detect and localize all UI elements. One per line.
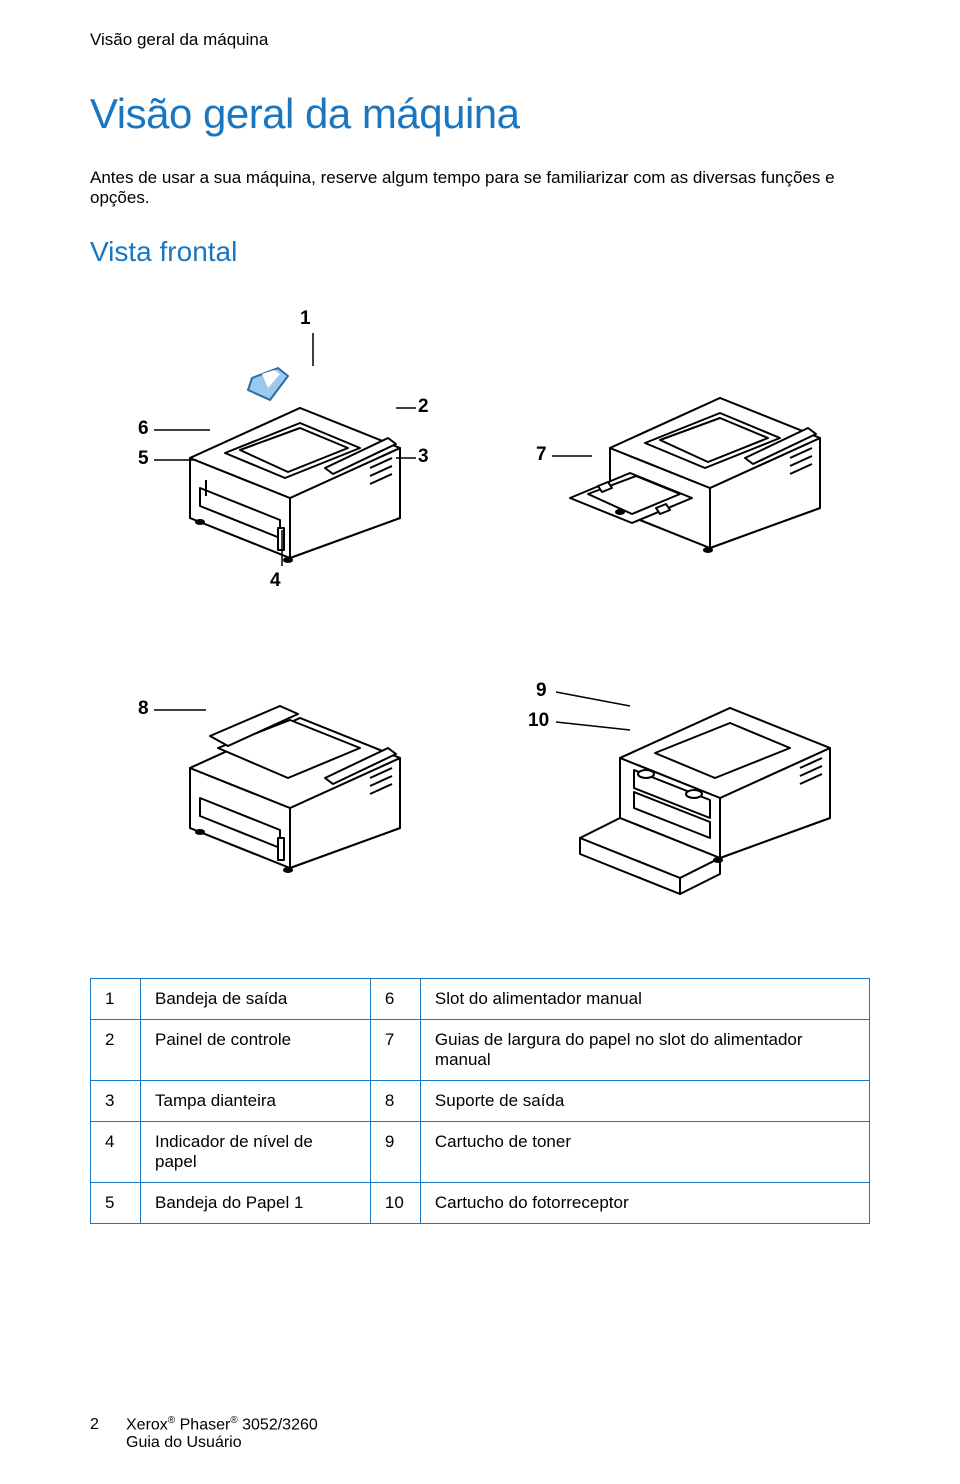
callout-8: 8 <box>138 698 149 720</box>
part-description: Suporte de saída <box>420 1081 869 1122</box>
part-description: Bandeja de saída <box>141 979 371 1020</box>
callout-6: 6 <box>138 418 149 440</box>
reg-mark-2: ® <box>230 1415 237 1426</box>
part-number: 1 <box>91 979 141 1020</box>
section-subtitle: Vista frontal <box>90 236 870 268</box>
footer-model: 3052/3260 <box>238 1416 318 1433</box>
intro-paragraph: Antes de usar a sua máquina, reserve alg… <box>90 168 870 208</box>
callout-5: 5 <box>138 448 149 470</box>
part-description: Painel de controle <box>141 1020 371 1081</box>
part-number: 5 <box>91 1183 141 1224</box>
part-number: 4 <box>91 1122 141 1183</box>
footer-doc: Guia do Usuário <box>126 1434 318 1452</box>
footer-product: Xerox <box>126 1416 168 1433</box>
callout-7: 7 <box>536 444 547 466</box>
part-number: 10 <box>370 1183 420 1224</box>
callout-3: 3 <box>418 446 429 468</box>
part-description: Tampa dianteira <box>141 1081 371 1122</box>
part-number: 3 <box>91 1081 141 1122</box>
callout-10: 10 <box>528 710 549 732</box>
part-number: 2 <box>91 1020 141 1081</box>
callout-4: 4 <box>270 570 281 592</box>
table-row: 1Bandeja de saída6Slot do alimentador ma… <box>91 979 870 1020</box>
footer-series: Phaser <box>175 1416 230 1433</box>
part-description: Cartucho de toner <box>420 1122 869 1183</box>
part-number: 6 <box>370 979 420 1020</box>
page-footer: 2Xerox® Phaser® 3052/3260 Guia do Usuári… <box>90 1415 318 1452</box>
part-description: Indicador de nível de papel <box>141 1122 371 1183</box>
part-description: Slot do alimentador manual <box>420 979 869 1020</box>
callout-1: 1 <box>300 308 311 330</box>
part-description: Cartucho do fotorreceptor <box>420 1183 869 1224</box>
table-row: 3Tampa dianteira8Suporte de saída <box>91 1081 870 1122</box>
part-description: Bandeja do Papel 1 <box>141 1183 371 1224</box>
table-row: 2Painel de controle7Guias de largura do … <box>91 1020 870 1081</box>
part-number: 8 <box>370 1081 420 1122</box>
part-number: 9 <box>370 1122 420 1183</box>
page-title: Visão geral da máquina <box>90 90 870 138</box>
callout-9: 9 <box>536 680 547 702</box>
callout-2: 2 <box>418 396 429 418</box>
diagram-area: 1 2 6 5 3 7 4 8 9 10 <box>90 308 870 968</box>
part-description: Guias de largura do papel no slot do ali… <box>420 1020 869 1081</box>
parts-table: 1Bandeja de saída6Slot do alimentador ma… <box>90 978 870 1224</box>
part-number: 7 <box>370 1020 420 1081</box>
leader-lines <box>90 308 870 968</box>
page-number: 2 <box>90 1416 126 1434</box>
running-header: Visão geral da máquina <box>90 30 870 50</box>
table-row: 5Bandeja do Papel 110Cartucho do fotorre… <box>91 1183 870 1224</box>
table-row: 4Indicador de nível de papel9Cartucho de… <box>91 1122 870 1183</box>
